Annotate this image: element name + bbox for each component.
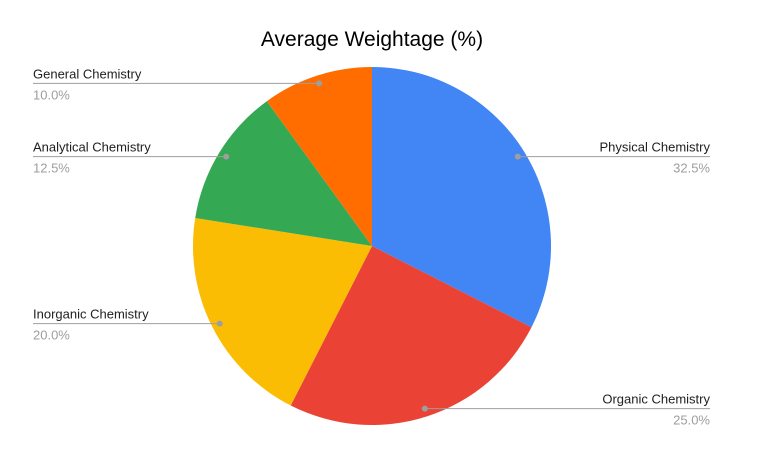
- slice-percent-label: 32.5%: [673, 161, 710, 176]
- slice-label-physical-chemistry: Physical Chemistry 32.5%: [514, 140, 710, 176]
- slice-label-analytical-chemistry: Analytical Chemistry 12.5%: [33, 140, 230, 176]
- slice-percent-label: 12.5%: [33, 161, 70, 176]
- slice-name-label: Analytical Chemistry: [33, 140, 151, 155]
- leader-dot: [223, 153, 230, 160]
- leader-dot: [421, 405, 428, 412]
- slice-name-label: General Chemistry: [33, 66, 142, 81]
- slice-name-label: Physical Chemistry: [599, 140, 710, 155]
- leader-dot: [316, 80, 323, 87]
- pie-slice-organic-chemistry[interactable]: [290, 246, 532, 425]
- slice-name-label: Inorganic Chemistry: [33, 307, 149, 322]
- pie-slice-analytical-chemistry[interactable]: [195, 101, 372, 246]
- slice-label-organic-chemistry: Organic Chemistry 25.0%: [421, 392, 710, 428]
- slice-name-label: Organic Chemistry: [602, 392, 710, 407]
- chart-title: Average Weightage (%): [260, 28, 484, 51]
- leader-dot: [514, 153, 521, 160]
- slice-label-general-chemistry: General Chemistry 10.0%: [33, 66, 323, 102]
- pie-slice-physical-chemistry[interactable]: [372, 67, 551, 328]
- slice-label-inorganic-chemistry: Inorganic Chemistry 20.0%: [33, 307, 223, 343]
- pie-slice-general-chemistry[interactable]: [266, 67, 372, 246]
- pie-slice-inorganic-chemistry[interactable]: [192, 218, 372, 406]
- slice-percent-label: 25.0%: [673, 413, 710, 428]
- slice-percent-label: 20.0%: [33, 328, 70, 343]
- slice-percent-label: 10.0%: [33, 87, 70, 102]
- leader-dot: [216, 320, 223, 327]
